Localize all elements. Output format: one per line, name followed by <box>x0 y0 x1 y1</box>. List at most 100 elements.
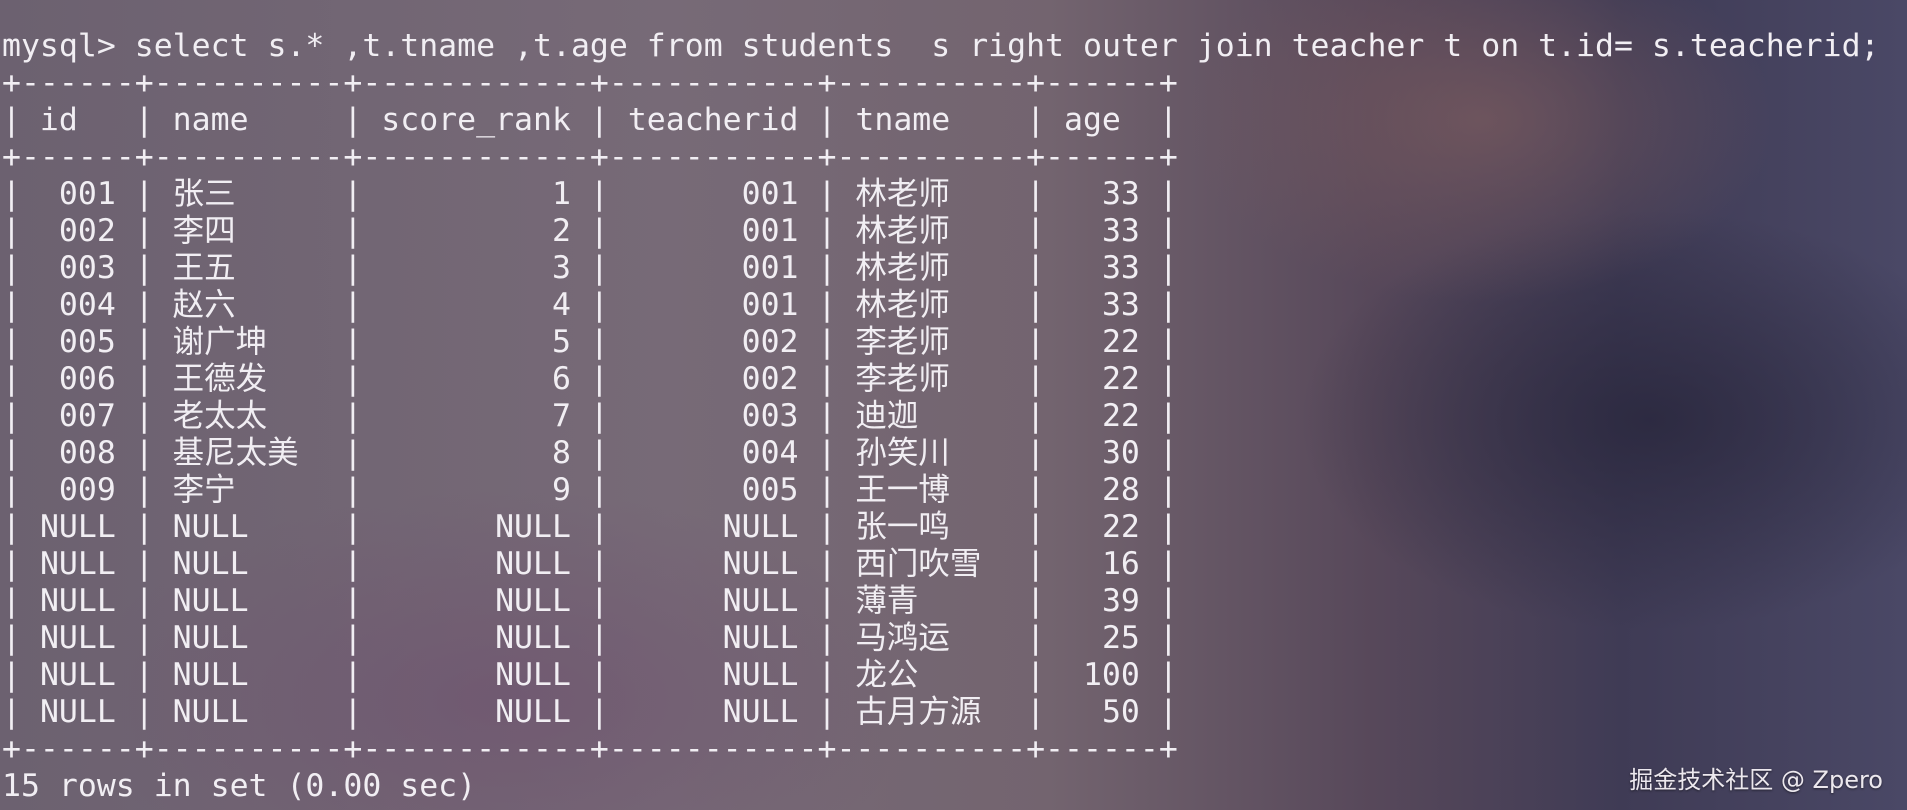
column-separator: | <box>1158 657 1178 693</box>
column-separator: | <box>343 398 363 434</box>
column-separator: | <box>2 250 21 286</box>
table-cell: NULL <box>495 509 571 545</box>
table-cell: 林老师 <box>855 176 950 212</box>
column-separator: | <box>589 583 609 619</box>
table-cell: 33 <box>1101 287 1140 323</box>
table-cell: 基尼太美 <box>172 435 299 471</box>
column-separator: | <box>134 472 154 508</box>
column-separator: | <box>343 583 363 619</box>
column-separator: | <box>134 176 154 212</box>
column-separator: | <box>2 361 21 397</box>
table-cell: 龙公 <box>855 657 919 693</box>
table-cell: 6 <box>551 361 571 397</box>
table-cell: NULL <box>495 657 571 693</box>
column-separator: | <box>2 435 21 471</box>
table-cell: 谢广坤 <box>172 324 268 360</box>
table-cell: NULL <box>39 583 116 619</box>
table-cell: NULL <box>39 620 116 656</box>
table-cell: 林老师 <box>855 250 950 286</box>
column-separator: | <box>343 509 363 545</box>
column-header: name <box>172 102 249 138</box>
table-cell: 16 <box>1101 546 1140 582</box>
table-cell: 001 <box>58 176 116 212</box>
result-footer: 15 rows in set (0.00 sec) <box>2 768 477 804</box>
column-separator: | <box>2 102 21 138</box>
column-header: id <box>39 102 78 138</box>
table-row: | NULL | NULL | NULL | NULL | 龙公 | 100 | <box>2 657 1880 694</box>
table-cell: 5 <box>551 324 571 360</box>
table-cell: 001 <box>741 176 799 212</box>
column-separator: | <box>817 546 837 582</box>
column-separator: | <box>1158 250 1178 286</box>
column-separator: | <box>343 102 363 138</box>
column-separator: | <box>2 546 21 582</box>
table-cell: 李宁 <box>172 472 236 508</box>
column-separator: | <box>817 398 837 434</box>
column-separator: | <box>2 694 21 730</box>
column-separator: | <box>1026 361 1046 397</box>
table-row: | 004 | 赵六 | 4 | 001 | 林老师 | 33 | <box>2 287 1880 324</box>
column-separator: | <box>134 509 154 545</box>
table-row: | NULL | NULL | NULL | NULL | 古月方源 | 50 | <box>2 694 1880 731</box>
column-separator: | <box>589 546 609 582</box>
table-cell: 王德发 <box>172 361 268 397</box>
table-cell: 30 <box>1101 435 1140 471</box>
column-separator: | <box>1158 509 1178 545</box>
column-separator: | <box>343 361 363 397</box>
column-separator: | <box>589 472 609 508</box>
column-separator: | <box>134 361 154 397</box>
table-cell: 002 <box>741 361 799 397</box>
column-separator: | <box>589 435 609 471</box>
table-row: | 006 | 王德发 | 6 | 002 | 李老师 | 22 | <box>2 361 1880 398</box>
table-cell: 西门吹雪 <box>855 546 982 582</box>
table-cell: 003 <box>741 398 799 434</box>
column-separator: | <box>1158 176 1178 212</box>
column-separator: | <box>2 287 21 323</box>
table-border: +------+----------+------------+--------… <box>2 65 1178 101</box>
column-separator: | <box>1026 546 1046 582</box>
table-cell: NULL <box>495 620 571 656</box>
table-cell: 22 <box>1101 324 1140 360</box>
column-separator: | <box>2 472 21 508</box>
table-cell: NULL <box>495 694 571 730</box>
table-cell: 张三 <box>172 176 236 212</box>
column-separator: | <box>343 213 363 249</box>
column-separator: | <box>817 583 837 619</box>
table-cell: 33 <box>1101 213 1140 249</box>
table-cell: 50 <box>1101 694 1140 730</box>
column-separator: | <box>817 324 837 360</box>
table-cell: 1 <box>551 176 571 212</box>
table-cell: 马鸿运 <box>855 620 950 656</box>
column-separator: | <box>1158 102 1178 138</box>
table-cell: 古月方源 <box>855 694 982 730</box>
column-separator: | <box>2 176 21 212</box>
column-separator: | <box>1158 694 1178 730</box>
table-cell: 8 <box>551 435 571 471</box>
column-separator: | <box>1158 398 1178 434</box>
table-cell: NULL <box>39 509 116 545</box>
table-cell: 009 <box>58 472 116 508</box>
column-separator: | <box>134 250 154 286</box>
column-separator: | <box>134 324 154 360</box>
column-separator: | <box>817 509 837 545</box>
table-border: +------+----------+------------+--------… <box>2 139 1178 175</box>
column-separator: | <box>134 620 154 656</box>
column-separator: | <box>134 398 154 434</box>
table-cell: 39 <box>1101 583 1140 619</box>
column-separator: | <box>343 287 363 323</box>
table-cell: NULL <box>722 620 799 656</box>
column-separator: | <box>1026 435 1046 471</box>
column-separator: | <box>1158 213 1178 249</box>
column-separator: | <box>2 583 21 619</box>
column-separator: | <box>1026 287 1046 323</box>
column-separator: | <box>817 620 837 656</box>
column-separator: | <box>589 324 609 360</box>
table-cell: NULL <box>495 546 571 582</box>
column-separator: | <box>1026 583 1046 619</box>
column-separator: | <box>589 213 609 249</box>
table-cell: 老太太 <box>172 398 268 434</box>
table-cell: 001 <box>741 250 799 286</box>
table-cell: 001 <box>741 213 799 249</box>
column-separator: | <box>343 657 363 693</box>
table-row: | 005 | 谢广坤 | 5 | 002 | 李老师 | 22 | <box>2 324 1880 361</box>
